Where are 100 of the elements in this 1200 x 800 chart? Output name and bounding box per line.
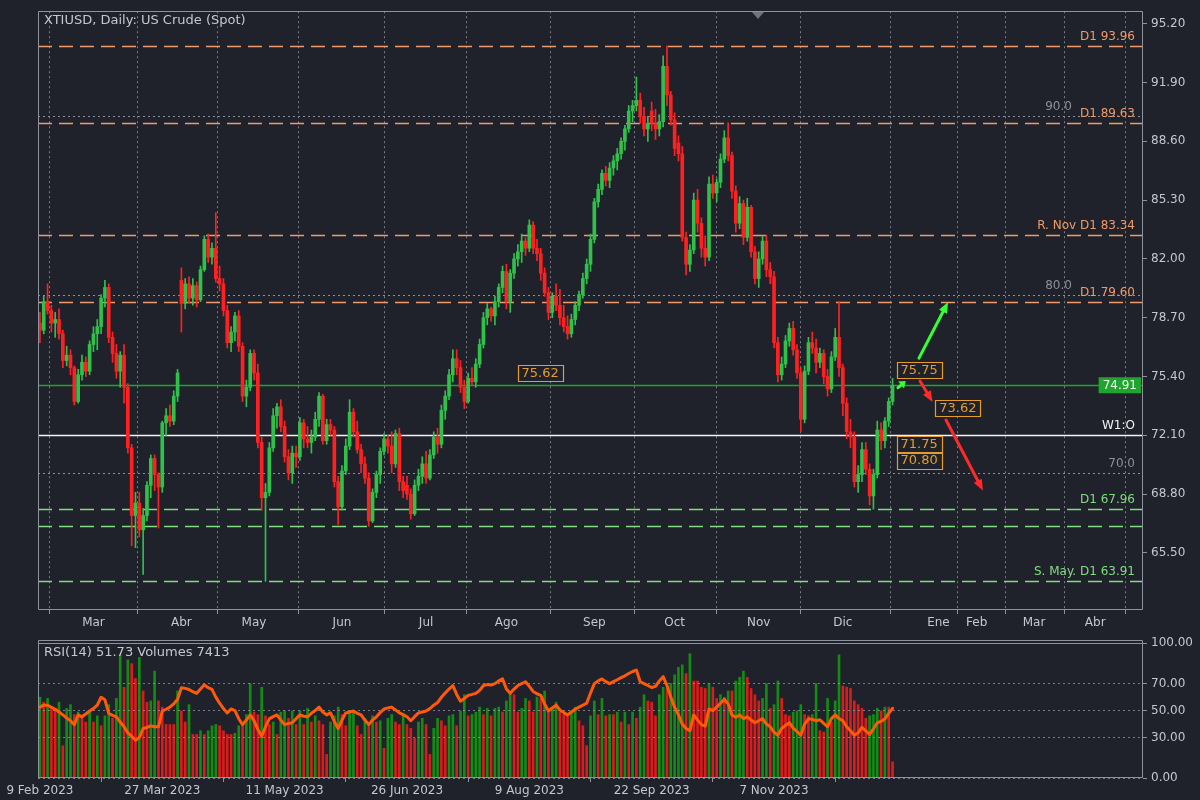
bar: [787, 715, 791, 778]
y-tick-label: 72.10: [1151, 427, 1186, 442]
bar: [409, 727, 413, 778]
bar: [830, 721, 833, 778]
bar: [566, 715, 569, 778]
bar: [501, 711, 504, 778]
bar: [635, 717, 638, 778]
y-tick-label: 50.00: [1151, 702, 1186, 717]
bar: [696, 680, 699, 778]
annotation: 75.62: [521, 364, 559, 380]
bar: [137, 657, 141, 778]
bar: [703, 688, 707, 778]
bar: [214, 724, 218, 778]
bar: [543, 690, 546, 778]
bar: [50, 706, 53, 778]
annotation: 71.75: [900, 436, 938, 452]
bar: [527, 700, 531, 778]
bar: [478, 706, 481, 778]
annotation: 75.75: [900, 362, 938, 377]
bar: [375, 721, 378, 778]
bar: [440, 720, 443, 778]
bar: [417, 721, 420, 778]
x-tick-label: Mar: [1022, 615, 1046, 630]
bar: [313, 715, 317, 778]
bar: [592, 700, 596, 778]
x-tick-label: Nov: [747, 615, 771, 630]
bar: [290, 710, 294, 778]
ref-line-label: D1 93.96: [1079, 28, 1135, 43]
bar: [570, 711, 573, 778]
bar: [742, 670, 745, 778]
bar: [436, 717, 439, 778]
bar: [352, 710, 355, 778]
bar: [562, 714, 566, 778]
bar: [348, 711, 351, 778]
bar: [355, 725, 359, 778]
bar: [157, 700, 160, 778]
bar: [180, 710, 183, 778]
x-tick-label: 27 Mar 2023: [124, 783, 201, 798]
bar: [799, 704, 803, 778]
bar: [604, 715, 608, 778]
y-tick-label: 85.30: [1151, 192, 1186, 207]
candlestick: [53, 312, 58, 338]
bar: [573, 706, 577, 778]
bar: [84, 721, 88, 778]
x-tick-label: May: [241, 615, 267, 630]
x-tick-label: Abr: [1084, 615, 1106, 630]
bar: [608, 714, 611, 778]
x-tick-label: 9 Feb 2023: [6, 783, 74, 798]
ref-line-label: R. Nov D1 83.34: [1037, 218, 1135, 233]
bar: [88, 711, 91, 778]
bar: [826, 698, 829, 778]
ref-line-label: D1 67.96: [1079, 492, 1135, 507]
bar: [153, 670, 156, 778]
bar: [118, 654, 122, 778]
y-tick-label: 91.90: [1151, 74, 1186, 89]
chart-title: RSI(14) 51.73 Volumes 7413: [44, 644, 230, 660]
bar: [745, 676, 749, 778]
bar: [631, 711, 634, 778]
x-tick-label: 9 Aug 2023: [494, 783, 564, 798]
bar: [195, 734, 199, 778]
x-tick-label: Ago: [494, 615, 518, 630]
bar: [539, 698, 543, 778]
bar: [107, 704, 111, 778]
bar: [394, 721, 397, 778]
bar: [46, 698, 49, 778]
candlestick: [470, 367, 474, 386]
bar: [845, 686, 849, 778]
bar: [462, 694, 466, 778]
ref-line-label: 90.0: [1045, 99, 1072, 114]
y-tick-label: 68.80: [1151, 486, 1186, 501]
bar: [241, 725, 244, 778]
bar: [485, 708, 489, 778]
candlestick: [294, 445, 298, 468]
y-tick-label: 65.50: [1151, 545, 1186, 560]
x-tick-label: Dic: [833, 615, 853, 630]
annotation: 70.80: [900, 452, 938, 468]
x-tick-label: Ene: [927, 615, 950, 630]
ref-line-label: 80.0: [1045, 277, 1072, 292]
bar: [111, 717, 114, 778]
bar: [72, 714, 76, 778]
bar: [92, 721, 95, 778]
bar: [279, 711, 283, 778]
x-tick-label: Mar: [82, 615, 105, 630]
bar: [680, 664, 684, 778]
bar: [287, 717, 290, 778]
bar: [875, 708, 879, 778]
bar: [547, 711, 550, 778]
x-tick-label: Jun: [331, 615, 352, 630]
bar: [497, 706, 501, 778]
y-tick-label: 95.20: [1151, 15, 1186, 30]
bar: [692, 680, 696, 778]
y-tick-label: 70.00: [1151, 675, 1186, 690]
x-tick-label: Abr: [171, 615, 192, 630]
x-tick-label: 22 Sep 2023: [613, 783, 690, 798]
bar: [482, 714, 485, 778]
bar: [302, 724, 306, 778]
y-tick-label: 0.00: [1151, 770, 1178, 785]
bar: [172, 724, 176, 778]
bar: [42, 701, 46, 778]
bar: [237, 725, 241, 778]
